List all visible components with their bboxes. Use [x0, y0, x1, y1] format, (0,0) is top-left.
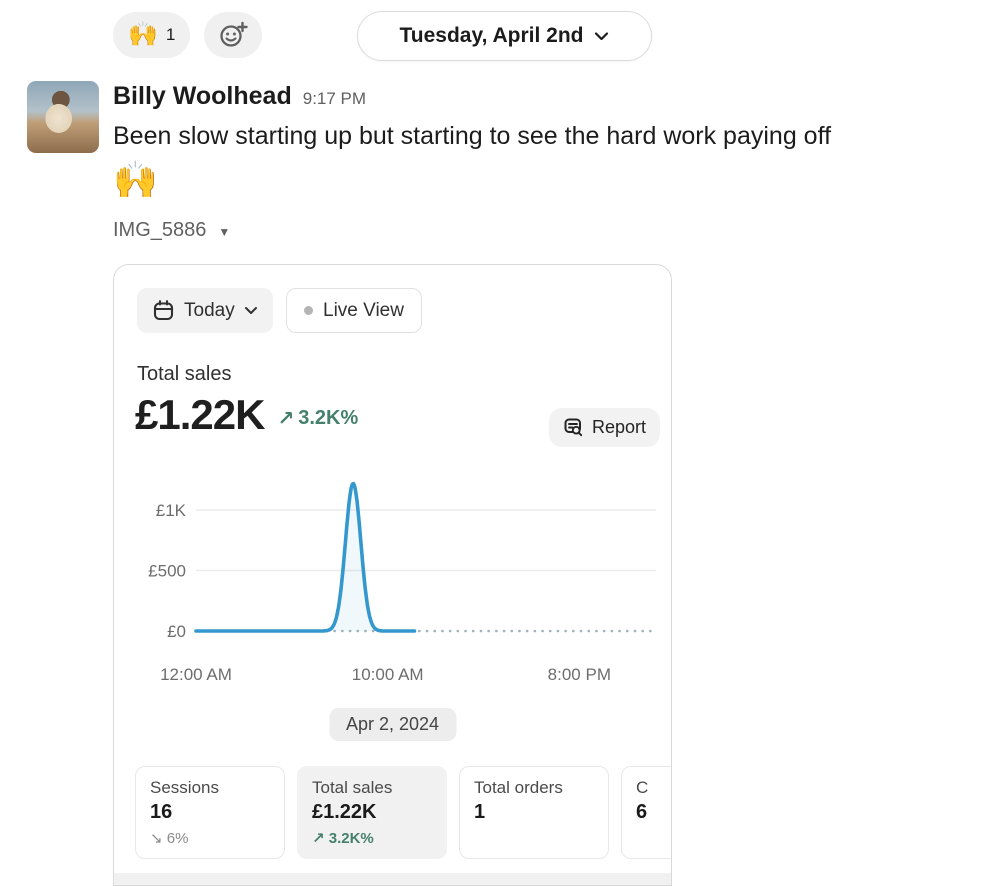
chevron-down-icon — [244, 307, 257, 314]
image-cropped-next-section — [114, 873, 671, 885]
card-value: 16 — [150, 801, 173, 823]
chevron-down-icon — [595, 32, 609, 41]
add-emoji-icon — [220, 21, 249, 47]
x-axis-tick: 12:00 AM — [160, 665, 232, 684]
metric-title: Total sales — [137, 363, 232, 385]
trend-down-arrow-icon: ↘ — [150, 830, 163, 847]
today-line-fill — [196, 483, 415, 631]
card-label: Sessions — [150, 778, 219, 797]
metric-card-clipped[interactable]: C 6 — [621, 766, 671, 859]
card-label: Total sales — [312, 778, 393, 797]
metric-cards-row: Sessions 16 ↘ 6% Total sales £1.22K ↗ 3.… — [135, 766, 671, 859]
message-timestamp[interactable]: 9:17 PM — [302, 89, 367, 108]
card-delta: ↗ 3.2K% — [312, 830, 374, 847]
metric-card-sessions[interactable]: Sessions 16 ↘ 6% — [135, 766, 285, 859]
card-delta: ↘ 6% — [150, 830, 189, 847]
trend-up-arrow-icon: ↗ — [277, 407, 295, 430]
y-axis-tick: £500 — [148, 562, 186, 581]
metric-card-total-sales[interactable]: Total sales £1.22K ↗ 3.2K% — [297, 766, 447, 859]
card-value: 6 — [636, 801, 648, 823]
attached-image-dashboard[interactable]: Today Live View Total sales £1.22K ↗ 3.2… — [113, 264, 672, 886]
reactions-row: 🙌 1 — [113, 12, 263, 58]
reaction-raising-hands[interactable]: 🙌 1 — [113, 12, 191, 58]
card-value: 1 — [474, 801, 486, 823]
attachment-row: IMG_5886 ▼ — [113, 219, 230, 242]
date-range-button[interactable]: Today — [137, 288, 273, 333]
live-status-dot-icon — [304, 306, 313, 315]
avatar[interactable] — [27, 81, 99, 153]
raising-hands-emoji: 🙌 — [128, 21, 158, 48]
card-label: C — [636, 778, 649, 797]
message-text: Been slow starting up but starting to se… — [113, 122, 832, 150]
attachment-collapse-caret-icon[interactable]: ▼ — [218, 224, 231, 239]
add-reaction-button[interactable] — [204, 12, 263, 58]
card-value: £1.22K — [312, 801, 377, 823]
report-button[interactable]: Report — [549, 408, 661, 447]
message-header: Billy Woolhead 9:17 PM — [113, 82, 366, 111]
metric-value-row: £1.22K ↗ 3.2K% — [135, 391, 358, 439]
calendar-icon — [153, 300, 174, 321]
trend-up-arrow-icon: ↗ — [312, 830, 325, 847]
report-label: Report — [592, 417, 647, 437]
author-name[interactable]: Billy Woolhead — [113, 82, 292, 110]
date-divider-button[interactable]: Tuesday, April 2nd — [357, 11, 652, 61]
live-view-button[interactable]: Live View — [286, 288, 422, 333]
card-label: Total orders — [474, 778, 563, 797]
x-axis-tick: 8:00 PM — [548, 665, 611, 684]
reaction-count: 1 — [165, 25, 176, 44]
y-axis-tick: £1K — [156, 501, 187, 520]
date-divider-label: Tuesday, April 2nd — [399, 24, 584, 47]
date-range-label: Today — [184, 299, 235, 321]
live-view-label: Live View — [323, 299, 404, 321]
total-sales-delta: ↗ 3.2K% — [277, 400, 358, 431]
raising-hands-emoji-large: 🙌 — [113, 159, 158, 200]
metric-card-total-orders[interactable]: Total orders 1 — [459, 766, 609, 859]
total-sales-delta-value: 3.2K% — [298, 406, 359, 429]
sales-chart: £1K £500 £0 12:00 AM 10:00 AM 8:00 PM — [148, 481, 658, 684]
x-axis-tick: 10:00 AM — [352, 665, 424, 684]
chart-date-pill: Apr 2, 2024 — [328, 708, 457, 741]
report-search-icon — [564, 418, 583, 437]
attachment-filename: IMG_5886 — [113, 219, 207, 241]
today-line — [194, 481, 417, 633]
total-sales-value: £1.22K — [135, 391, 265, 438]
y-axis-tick: £0 — [167, 622, 186, 641]
